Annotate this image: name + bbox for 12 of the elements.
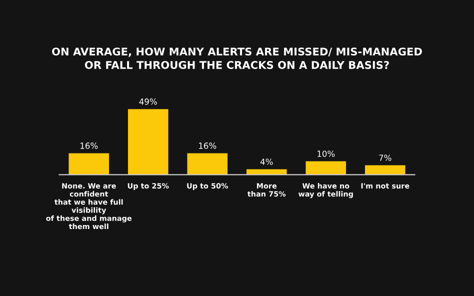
bar [187, 153, 228, 175]
data-label: 4% [260, 158, 273, 165]
data-label: 16% [80, 142, 98, 149]
bar [68, 153, 110, 175]
data-label: 7% [379, 154, 392, 161]
chart-title: ON AVERAGE, HOW MANY ALERTS ARE MISSED/ MIS-MANAGED OR FALL THROUGH THE CRACKS ON A DAILY BASIS? [52, 48, 422, 69]
data-label: 49% [139, 98, 157, 105]
bar [364, 165, 406, 175]
data-label: 10% [318, 150, 335, 157]
data-label: 16% [199, 142, 216, 149]
bar [128, 109, 168, 175]
bar [306, 161, 346, 175]
